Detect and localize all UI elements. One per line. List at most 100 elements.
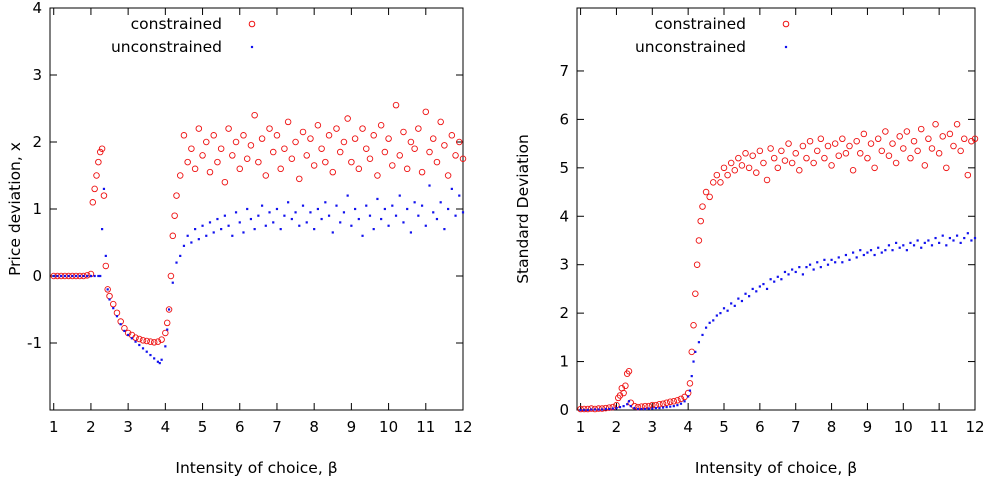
- point-unconstrained: [327, 214, 331, 217]
- x-tick-label: 11: [930, 418, 949, 436]
- point-constrained: [699, 203, 706, 210]
- point-unconstrained: [52, 274, 55, 278]
- point-unconstrained: [56, 274, 59, 278]
- point-constrained: [943, 164, 950, 172]
- y-tick-label: 5: [559, 159, 569, 177]
- y-tick-label: 2: [32, 133, 42, 151]
- point-unconstrained: [164, 345, 167, 348]
- point-unconstrained: [751, 287, 754, 291]
- x-tick-label: 4: [161, 418, 171, 436]
- point-unconstrained: [102, 187, 106, 190]
- point-constrained: [914, 147, 921, 155]
- point-constrained: [150, 339, 158, 346]
- point-constrained: [903, 128, 911, 135]
- point-unconstrained: [439, 201, 442, 204]
- point-unconstrained: [633, 406, 636, 410]
- point-constrained: [247, 142, 255, 149]
- point-constrained: [236, 165, 244, 173]
- point-constrained: [210, 132, 217, 139]
- point-unconstrained: [683, 400, 686, 403]
- point-unconstrained: [869, 249, 873, 252]
- point-constrained: [310, 162, 318, 169]
- plot-frame: [576, 7, 976, 411]
- point-constrained: [385, 135, 392, 142]
- legend-label-constrained: constrained: [655, 15, 746, 33]
- point-unconstrained: [130, 337, 133, 340]
- legend-label-unconstrained: unconstrained: [111, 38, 222, 56]
- point-constrained: [269, 148, 277, 156]
- point-unconstrained: [346, 194, 349, 197]
- point-constrained: [429, 135, 437, 142]
- point-unconstrained: [231, 234, 234, 237]
- point-constrained: [950, 142, 957, 150]
- point-unconstrained: [687, 395, 690, 398]
- point-unconstrained: [923, 241, 926, 245]
- legend-marker-unconstrained: [250, 45, 254, 49]
- point-constrained: [139, 337, 147, 344]
- point-constrained: [363, 145, 370, 152]
- point-constrained: [910, 137, 918, 145]
- point-unconstrained: [246, 207, 249, 211]
- point-unconstrained: [898, 246, 901, 249]
- point-constrained: [329, 168, 337, 176]
- point-unconstrained: [748, 295, 751, 298]
- y-tick-label: 0: [559, 401, 569, 419]
- point-constrained: [686, 380, 694, 387]
- point-constrained: [806, 137, 814, 145]
- point-unconstrained: [608, 407, 611, 411]
- point-constrained: [882, 128, 889, 135]
- point-constrained: [162, 329, 169, 337]
- legend-label-unconstrained: unconstrained: [635, 38, 746, 56]
- point-constrained: [325, 132, 333, 139]
- point-unconstrained: [712, 319, 715, 322]
- point-constrained: [925, 135, 932, 143]
- point-unconstrained: [171, 281, 174, 284]
- point-unconstrained: [106, 288, 109, 291]
- point-constrained: [344, 115, 351, 122]
- x-tick-label: 10: [379, 418, 398, 436]
- point-unconstrained: [428, 184, 431, 187]
- point-constrained: [273, 132, 281, 139]
- point-constrained: [217, 145, 225, 152]
- point-constrained: [225, 125, 232, 132]
- point-constrained: [770, 154, 778, 162]
- point-unconstrained: [447, 207, 450, 211]
- point-constrained: [860, 130, 868, 138]
- point-unconstrained: [331, 231, 334, 234]
- point-unconstrained: [108, 298, 111, 301]
- point-constrained: [100, 192, 108, 199]
- point-constrained: [792, 150, 799, 157]
- point-constrained: [171, 212, 178, 219]
- point-constrained: [403, 165, 411, 173]
- point-unconstrained: [357, 217, 360, 221]
- point-unconstrained: [963, 236, 966, 240]
- point-unconstrained: [626, 403, 629, 406]
- point-constrained: [713, 171, 721, 179]
- point-constrained: [842, 150, 850, 157]
- point-unconstrained: [909, 241, 912, 245]
- point-constrained: [693, 261, 701, 268]
- point-unconstrained: [920, 246, 923, 249]
- point-unconstrained: [112, 307, 115, 310]
- point-constrained: [663, 399, 670, 406]
- point-unconstrained: [179, 254, 182, 257]
- point-constrained: [731, 167, 739, 174]
- point-unconstrained: [387, 224, 390, 227]
- point-constrained: [206, 168, 214, 176]
- point-constrained: [874, 135, 882, 143]
- point-unconstrained: [679, 402, 683, 405]
- point-constrained: [960, 135, 968, 143]
- point-constrained: [885, 152, 893, 159]
- x-tick-label: 10: [894, 418, 913, 436]
- point-unconstrained: [275, 207, 279, 211]
- point-unconstrained: [223, 214, 226, 217]
- point-unconstrained: [644, 407, 647, 411]
- point-constrained: [864, 154, 871, 162]
- point-constrained: [763, 176, 771, 184]
- point-constrained: [810, 159, 817, 167]
- point-unconstrained: [740, 299, 744, 303]
- point-unconstrained: [611, 407, 614, 410]
- x-tick-label: 12: [965, 418, 984, 436]
